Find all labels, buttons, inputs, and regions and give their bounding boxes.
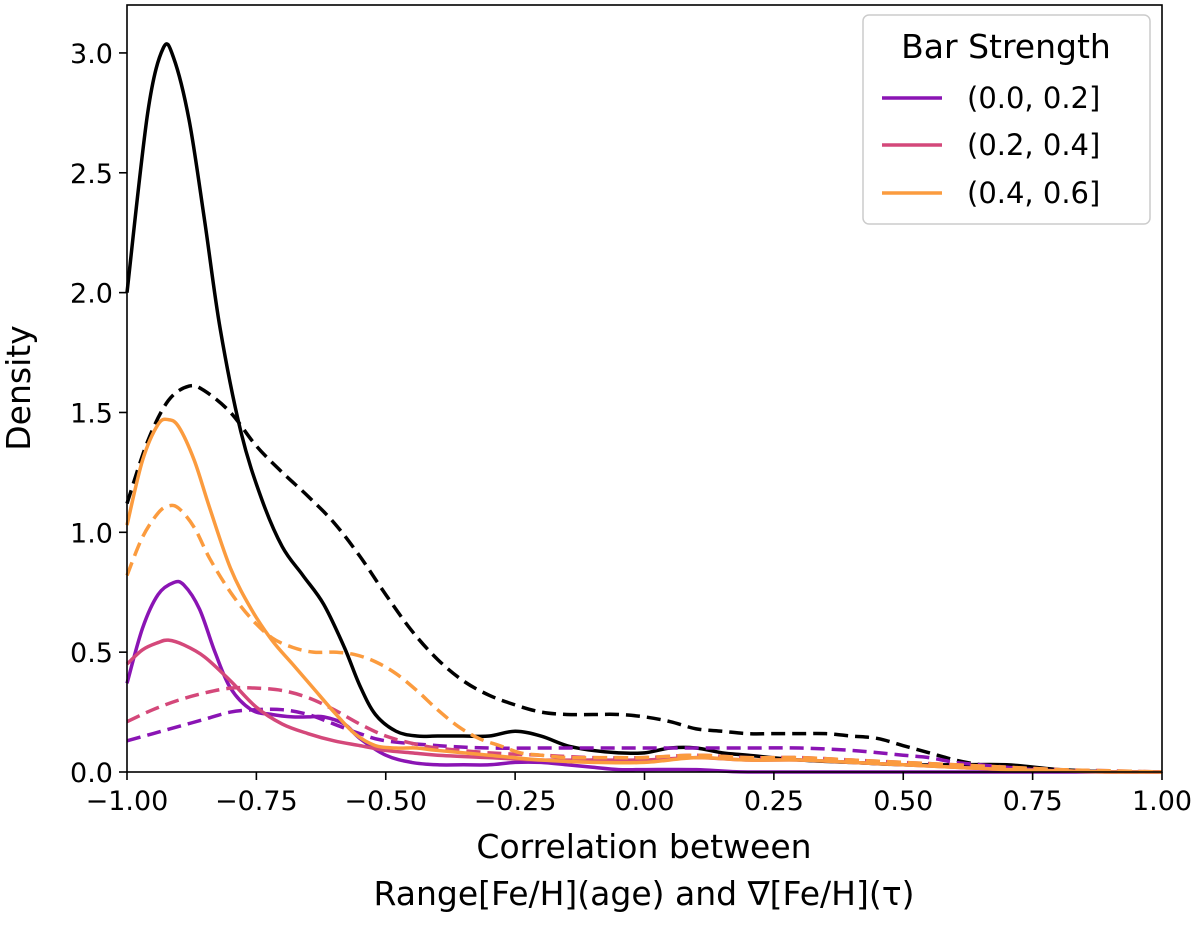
x-tick-label: −0.50: [344, 786, 427, 817]
x-axis-label-line2: Range[Fe/H](age) and ∇[Fe/H](τ): [374, 874, 915, 913]
x-tick-label: 0.50: [873, 786, 933, 817]
x-tick-label: −0.25: [474, 786, 557, 817]
y-axis: 0.0 0.5 1.0 1.5 2.0 2.5 3.0: [70, 39, 127, 789]
x-tick-label: −1.00: [86, 786, 169, 817]
legend-label-0: (0.0, 0.2]: [967, 81, 1100, 115]
y-tick-label: 1.5: [70, 398, 113, 429]
y-tick-label: 0.5: [70, 638, 113, 669]
y-axis-label: Density: [0, 325, 38, 450]
y-tick-label: 2.0: [70, 279, 113, 310]
x-axis: −1.00 −0.75 −0.50 −0.25 0.00 0.25 0.50 0.75 1.00: [86, 772, 1192, 817]
series-line-overall-dashed: [125, 383, 1162, 774]
legend-title: Bar Strength: [901, 27, 1111, 66]
y-tick-label: 3.0: [70, 39, 113, 70]
x-tick-label: 0.25: [744, 786, 804, 817]
legend-box: [862, 14, 1151, 225]
legend-label-2: (0.4, 0.6]: [967, 176, 1100, 210]
y-tick-label: 2.5: [70, 159, 113, 190]
series-line-0-4-0-6-dashed: [125, 503, 1163, 774]
x-tick-label: 0.75: [1003, 786, 1063, 817]
series-line-0-0-0-2-dashed: [126, 707, 1162, 774]
y-tick-label: 1.0: [70, 518, 113, 549]
series-line-0-4-0-6-solid: [125, 417, 1162, 774]
legend-label-1: (0.2, 0.4]: [967, 128, 1100, 162]
x-tick-label: 0.00: [614, 786, 674, 817]
legend: Bar Strength (0.0, 0.2] (0.2, 0.4] (0.4,…: [862, 14, 1151, 225]
x-axis-label-line1: Correlation between: [476, 827, 811, 866]
x-tick-label: 1.00: [1132, 786, 1192, 817]
x-tick-label: −0.75: [215, 786, 298, 817]
y-tick-label: 0.0: [70, 758, 113, 789]
